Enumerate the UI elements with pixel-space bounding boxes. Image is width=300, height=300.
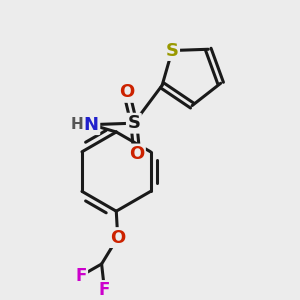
Text: H: H <box>71 117 84 132</box>
Text: O: O <box>119 83 134 101</box>
Text: N: N <box>84 116 99 134</box>
Text: O: O <box>110 229 125 247</box>
Text: S: S <box>166 41 178 59</box>
Text: S: S <box>128 114 140 132</box>
Text: O: O <box>129 145 144 163</box>
Text: F: F <box>75 267 87 285</box>
Text: F: F <box>99 281 110 299</box>
